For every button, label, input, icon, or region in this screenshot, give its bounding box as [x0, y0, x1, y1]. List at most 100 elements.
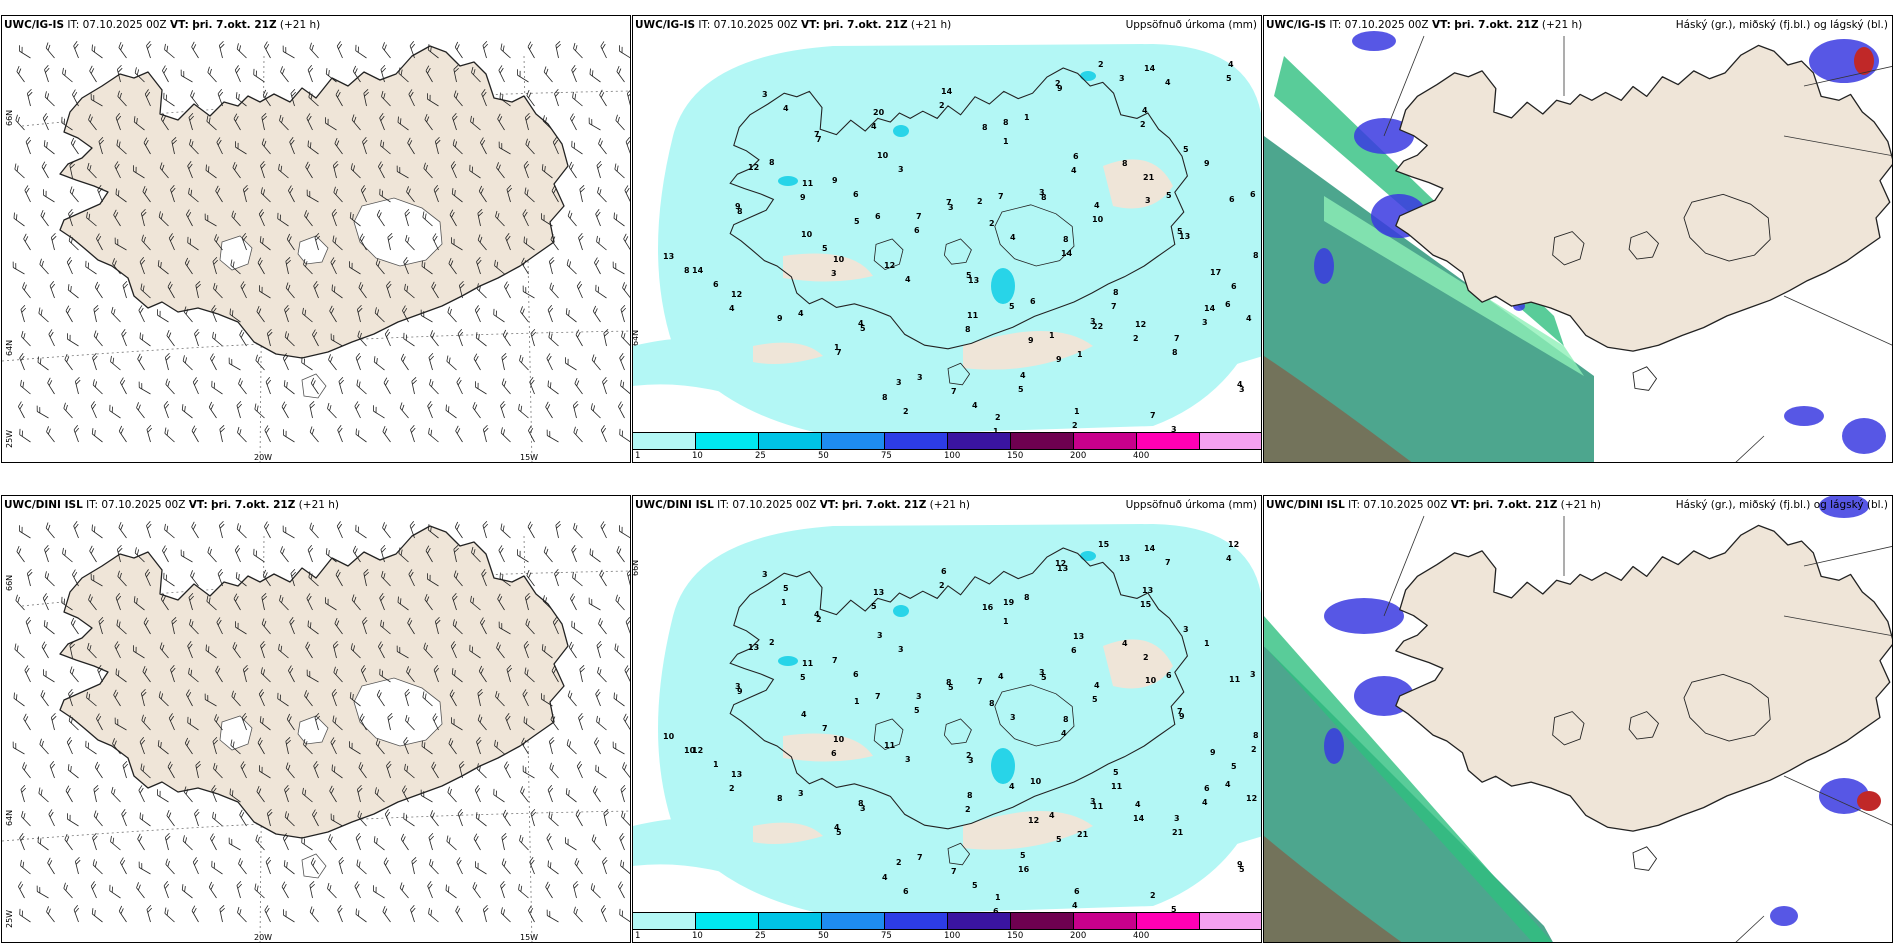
wind-barb-feather — [15, 594, 18, 601]
wind-barb — [565, 788, 577, 803]
wind-barb-feather — [310, 377, 315, 384]
wind-barb-feather — [170, 184, 175, 190]
wind-barb-feather — [21, 910, 23, 917]
wind-barb — [213, 282, 223, 299]
wind-barb-staff — [257, 742, 265, 755]
wind-barb — [67, 813, 79, 827]
wind-barb-staff — [356, 865, 367, 875]
wind-barb-staff — [159, 167, 169, 179]
precip-area-dry — [963, 331, 1093, 370]
wind-barb — [568, 161, 577, 179]
wind-barb-feather — [504, 761, 508, 767]
wind-barb-staff — [253, 554, 265, 563]
wind-barb — [165, 378, 175, 395]
wind-barb-staff — [19, 434, 31, 443]
wind-barb-staff — [115, 194, 127, 203]
wind-barb-feather — [579, 715, 584, 721]
wind-barb-staff — [525, 624, 535, 635]
wind-barb-staff — [354, 406, 361, 419]
wind-barb-feather — [379, 643, 384, 650]
wind-barb — [355, 524, 367, 539]
precip-value: 14 — [1144, 64, 1156, 73]
wind-barb-feather — [236, 67, 241, 74]
wind-barb-feather — [231, 359, 233, 366]
wind-barb-feather — [498, 621, 500, 628]
wind-barb-feather — [70, 137, 75, 144]
colorbar-tick-label: 150 — [1007, 931, 1024, 941]
precip-value: 5 — [1092, 695, 1098, 704]
wind-barb-feather — [567, 358, 569, 365]
precip-value: 2 — [896, 858, 902, 867]
wind-barb-feather — [352, 545, 357, 552]
wind-barb-feather — [62, 547, 64, 554]
wind-barb-feather — [117, 547, 123, 553]
wind-barb-feather — [157, 309, 158, 316]
wind-barb-staff — [22, 767, 31, 779]
wind-barb — [286, 713, 295, 731]
wind-barb-staff — [93, 309, 97, 323]
wind-barb — [472, 401, 481, 419]
precip-value: 5 — [800, 673, 806, 682]
wind-barb — [139, 332, 151, 347]
wind-barb-feather — [289, 137, 294, 143]
wind-barb-feather — [260, 640, 265, 646]
wind-barb-feather — [620, 784, 626, 790]
wind-barb-staff — [241, 237, 247, 251]
wind-barb — [194, 328, 200, 347]
wind-barb-staff — [360, 189, 367, 203]
wind-barb — [578, 712, 584, 731]
wind-barb-staff — [520, 311, 529, 323]
wind-barb — [234, 65, 241, 83]
precip-value: 8 — [1122, 159, 1128, 168]
precip-value: 12 — [1028, 816, 1039, 825]
lon-label-15w: 15W — [520, 453, 539, 462]
wind-barb-feather — [46, 906, 49, 912]
wind-barb-feather — [431, 381, 434, 387]
wind-barb-staff — [144, 93, 151, 107]
wind-barb-staff — [164, 529, 175, 539]
wind-barb-feather — [140, 283, 143, 290]
wind-barb-staff — [336, 525, 343, 539]
wind-barb-feather — [499, 67, 504, 74]
wind-barb-feather — [421, 740, 423, 747]
wind-barb-staff — [427, 578, 439, 587]
wind-barb-feather — [157, 260, 160, 267]
wind-barb-staff — [307, 146, 319, 155]
wind-barb — [216, 617, 223, 635]
wind-barb-feather — [424, 113, 428, 120]
wind-barb-feather — [147, 907, 153, 913]
colorbar-tick-label: 10 — [692, 451, 703, 461]
wind-barb-feather — [143, 236, 146, 243]
wind-barb — [614, 163, 625, 179]
wind-barb-staff — [409, 525, 415, 539]
wind-barb-feather — [525, 595, 531, 601]
wind-barb — [451, 188, 463, 203]
wind-barb-feather — [527, 140, 530, 147]
wind-barb-staff — [403, 338, 415, 347]
wind-barb-feather — [622, 282, 625, 288]
precip-value: 7 — [822, 724, 828, 733]
wind-barb-feather — [476, 787, 481, 794]
wind-barb-feather — [119, 572, 122, 579]
wind-barb-staff — [493, 314, 505, 323]
wind-barb — [624, 665, 630, 683]
wind-barb-feather — [526, 89, 530, 96]
wind-barb-staff — [473, 838, 481, 851]
wind-barb-staff — [171, 141, 175, 155]
wind-barb-feather — [500, 43, 503, 50]
wind-barb-staff — [619, 914, 630, 923]
wind-barb — [528, 905, 535, 923]
wind-barb — [573, 426, 583, 443]
wind-barb — [118, 41, 127, 59]
wind-barb-feather — [215, 285, 218, 291]
wind-barb-staff — [93, 789, 97, 803]
precip-value: 20 — [873, 108, 885, 117]
wind-barb-staff — [548, 817, 559, 827]
wind-barb-staff — [355, 837, 361, 851]
wind-barb-staff — [118, 47, 127, 59]
wind-barb — [325, 68, 337, 83]
iceland-land — [59, 525, 569, 839]
wind-barb-feather — [165, 378, 168, 385]
precip-value: 7 — [836, 348, 842, 357]
wind-barb-feather — [616, 694, 618, 701]
